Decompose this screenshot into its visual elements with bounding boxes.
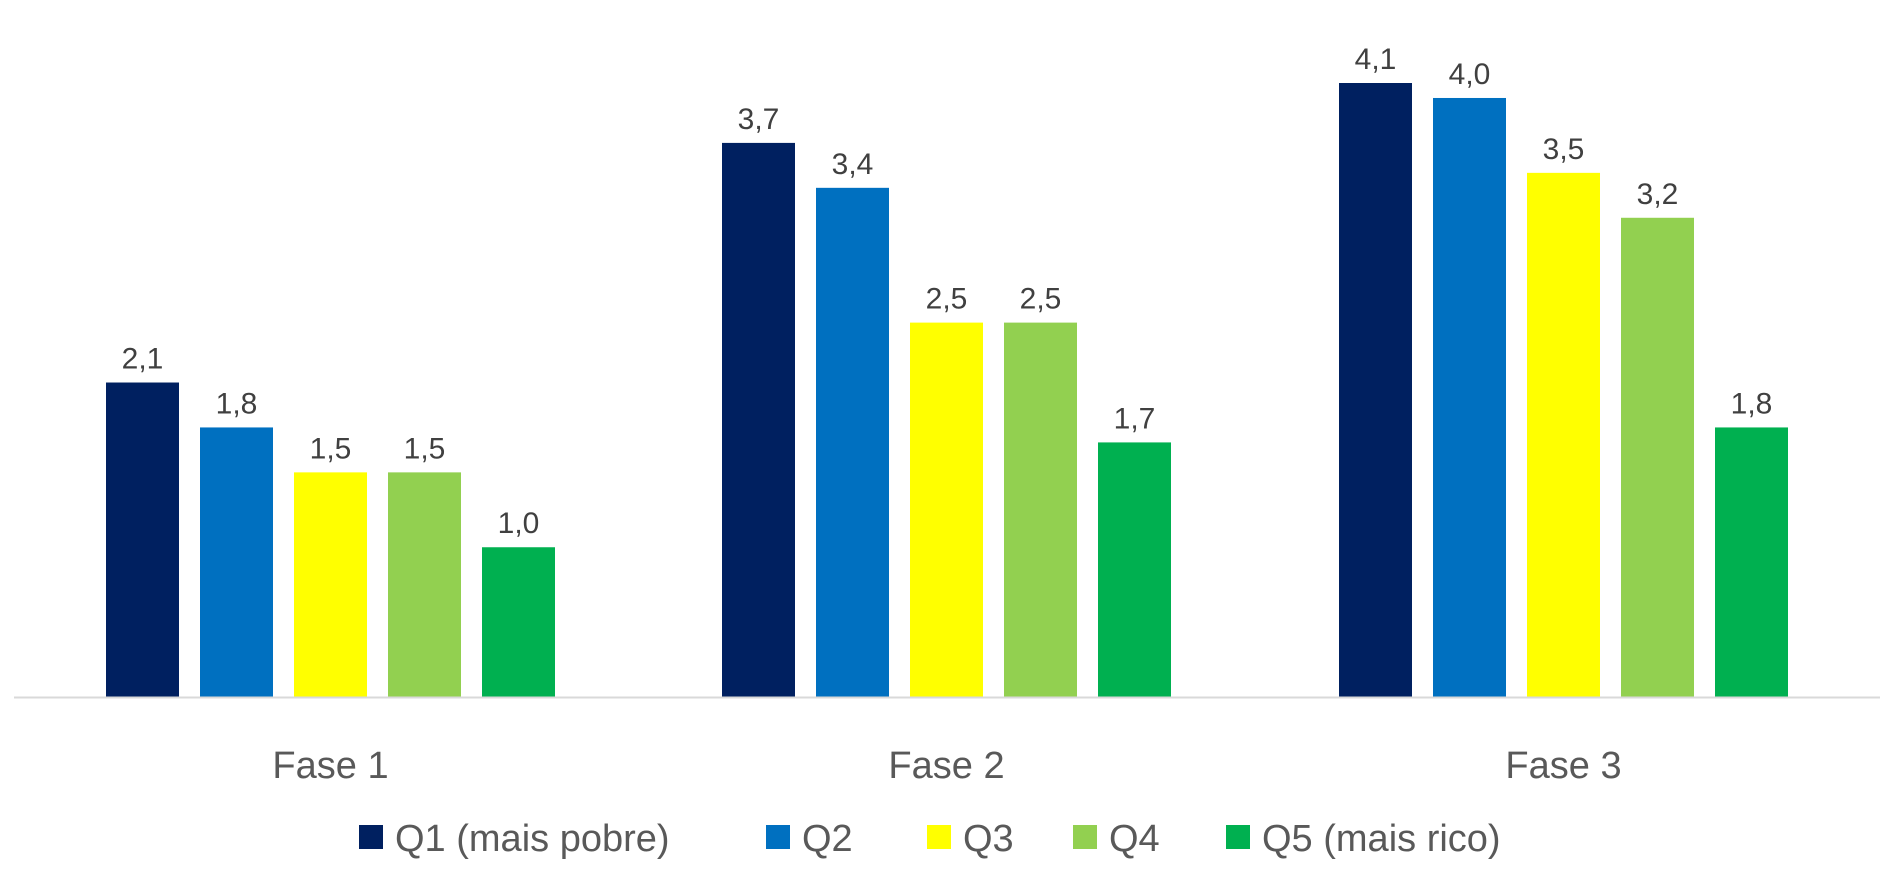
bar-3-3 [1527,172,1600,698]
data-label-1-2: 1,8 [216,387,258,420]
data-label-3-1: 4,1 [1355,43,1397,76]
data-label-3-3: 3,5 [1543,133,1585,166]
legend-label-4: Q4 [1109,818,1160,860]
bars-layer [106,83,1788,698]
bar-2-2 [816,187,889,697]
legend-swatch-3 [927,825,951,849]
legend-swatch-1 [359,825,383,849]
legend-label-5: Q5 (mais rico) [1262,818,1501,860]
legend-swatch-2 [766,825,790,849]
legend-swatch-4 [1073,825,1097,849]
bar-2-4 [1004,322,1077,697]
category-label-1: Fase 1 [272,745,388,787]
data-label-2-1: 3,7 [738,103,780,136]
bar-2-5 [1098,442,1171,697]
legend-swatch-5 [1226,825,1250,849]
legend: Q1 (mais pobre) Q2 Q3 Q4 Q5 (mais rico) [359,818,1501,860]
data-label-3-5: 1,8 [1731,387,1773,420]
data-label-2-5: 1,7 [1114,402,1156,435]
category-label-3: Fase 3 [1505,745,1621,787]
bar-2-3 [910,322,983,697]
bar-1-4 [388,472,461,697]
bar-1-2 [200,427,273,697]
bar-3-1 [1339,83,1412,697]
data-label-1-5: 1,0 [498,507,540,540]
legend-label-3: Q3 [963,818,1014,860]
bar-1-3 [294,472,367,697]
legend-label-2: Q2 [802,818,853,860]
data-label-2-2: 3,4 [832,148,874,181]
bar-2-1 [722,142,795,697]
data-label-3-4: 3,2 [1637,178,1679,211]
data-label-2-4: 2,5 [1020,283,1062,316]
data-labels-layer: 2,1 1,8 1,5 1,5 1,0 3,7 3,4 2,5 2,5 1,7 4,1 4,0 3,5 3… [122,43,1773,540]
bar-3-5 [1715,427,1788,697]
bar-3-4 [1621,217,1694,697]
data-label-1-1: 2,1 [122,343,164,376]
bar-1-1 [106,382,179,697]
category-labels-layer: Fase 1 Fase 2 Fase 3 [272,745,1621,787]
legend-label-1: Q1 (mais pobre) [395,818,670,860]
data-label-3-2: 4,0 [1449,58,1491,91]
bar-1-5 [482,547,555,697]
data-label-1-4: 1,5 [404,432,446,465]
bar-3-2 [1433,97,1506,698]
data-label-2-3: 2,5 [926,283,968,316]
data-label-1-3: 1,5 [310,432,352,465]
category-label-2: Fase 2 [888,745,1004,787]
